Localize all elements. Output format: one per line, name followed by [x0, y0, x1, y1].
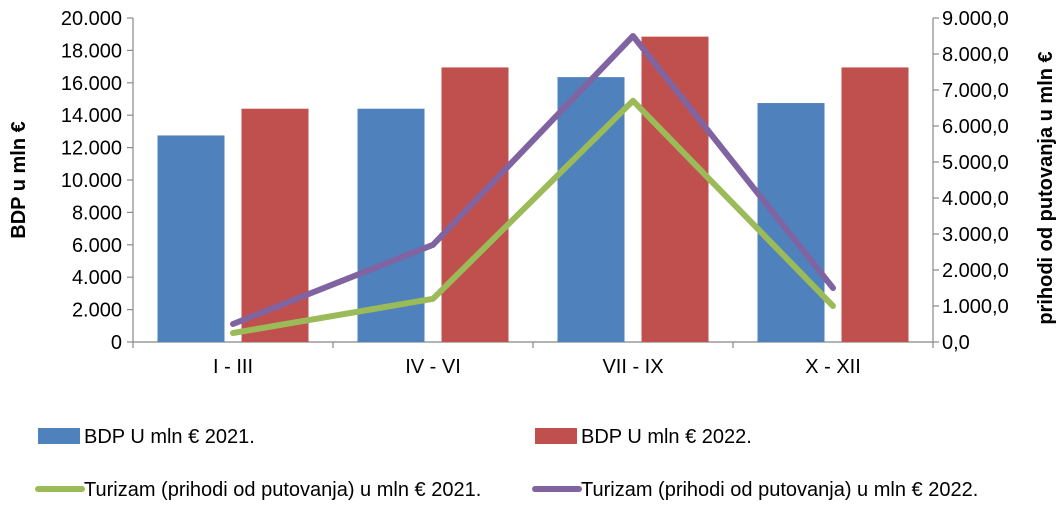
bar-2022 — [841, 67, 909, 342]
y-tick-label: 2.000 — [72, 300, 122, 322]
legend-label: BDP U mln € 2022. — [581, 426, 752, 448]
legend-item: BDP U mln € 2021. — [38, 426, 255, 448]
y2-tick-label: 8.000,0 — [942, 44, 1009, 66]
y-tick-label: 0 — [111, 332, 122, 354]
bar-2022 — [241, 108, 309, 342]
legend-swatch — [38, 428, 80, 444]
labels-layer: 0 2.000 4.000 6.000 8.000 10.000 12.000 14.000 1… — [8, 8, 1057, 378]
x-tick-label: I - III — [213, 356, 253, 378]
y-tick-label: 18.000 — [61, 40, 122, 62]
y2-tick-label: 3.000,0 — [942, 224, 1009, 246]
legend-label: BDP U mln € 2021. — [84, 426, 255, 448]
y-tick-label: 12.000 — [61, 138, 122, 160]
legend-label: Turizam (prihodi od putovanja) u mln € 2… — [84, 479, 481, 501]
lines-layer — [230, 33, 836, 336]
x-tick-label: IV - VI — [405, 356, 461, 378]
y-tick-label: 8.000 — [72, 202, 122, 224]
y-tick-label: 14.000 — [61, 105, 122, 127]
x-tick-label: VII - IX — [602, 356, 663, 378]
line-series-2022 — [230, 33, 836, 327]
legend-item: BDP U mln € 2022. — [535, 426, 752, 448]
line-series-2021 — [230, 97, 836, 336]
legend-item: Turizam (prihodi od putovanja) u mln € 2… — [35, 479, 481, 501]
y-axis-title: BDP u mln € — [8, 121, 30, 238]
y2-axis-title: prihodi od putovanja u mln € — [1035, 51, 1057, 324]
y2-tick-label: 5.000,0 — [942, 152, 1009, 174]
bars-layer — [157, 36, 909, 342]
y2-tick-label: 0,0 — [942, 332, 970, 354]
y-tick-label: 16.000 — [61, 73, 122, 95]
y2-tick-label: 1.000,0 — [942, 296, 1009, 318]
y-tick-label: 4.000 — [72, 267, 122, 289]
legend-label: Turizam (prihodi od putovanja) u mln € 2… — [581, 479, 978, 501]
x-tick-label: X - XII — [805, 356, 861, 378]
bar-2021 — [757, 103, 825, 342]
y-tick-label: 20.000 — [61, 8, 122, 30]
y-tick-label: 6.000 — [72, 235, 122, 257]
bar-2021 — [157, 135, 225, 342]
y2-tick-label: 7.000,0 — [942, 80, 1009, 102]
y2-tick-label: 9.000,0 — [942, 8, 1009, 30]
y-tick-label: 10.000 — [61, 170, 122, 192]
legend-item: Turizam (prihodi od putovanja) u mln € 2… — [532, 479, 978, 501]
y2-tick-label: 2.000,0 — [942, 260, 1009, 282]
y2-tick-label: 6.000,0 — [942, 116, 1009, 138]
legend-swatch — [535, 428, 577, 444]
y2-tick-label: 4.000,0 — [942, 188, 1009, 210]
bar-2022 — [641, 36, 709, 342]
legend: BDP U mln € 2021. BDP U mln € 2022. Turiza… — [35, 426, 978, 501]
